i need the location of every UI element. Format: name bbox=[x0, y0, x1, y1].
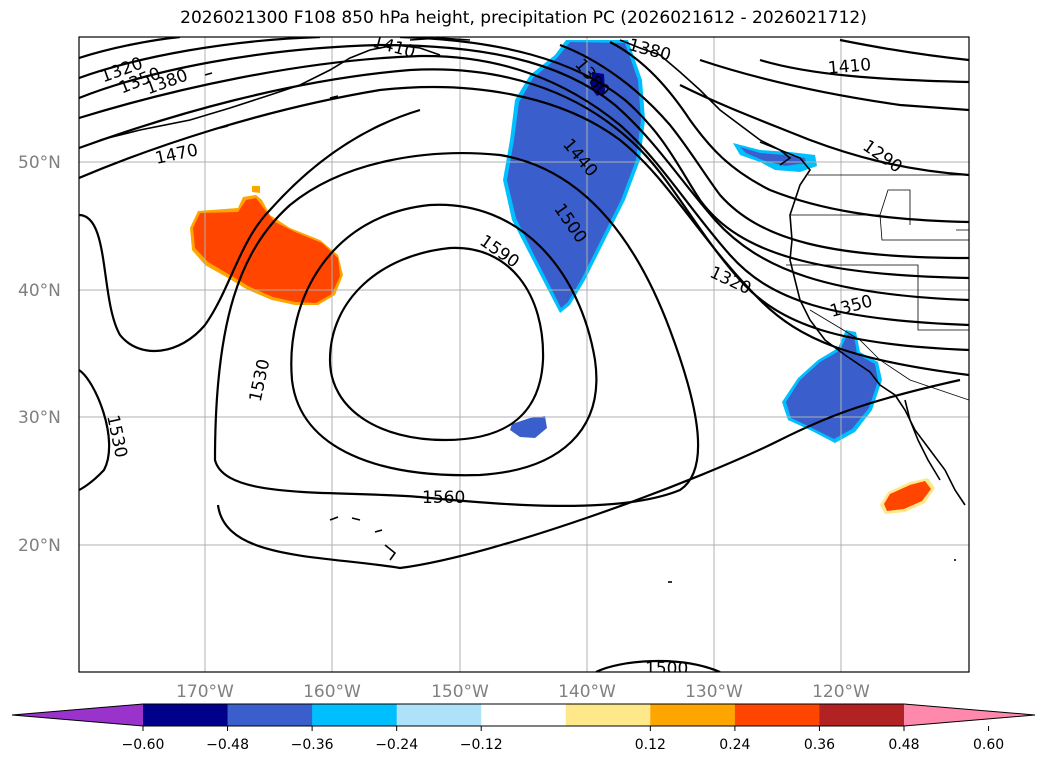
lat-label: 50°N bbox=[18, 153, 61, 173]
colorbar-segment bbox=[143, 704, 229, 726]
colorbar-segment bbox=[819, 704, 905, 726]
colorbar-tick-label: 0.60 bbox=[973, 737, 1004, 753]
map-title: 2026021300 F108 850 hPa height, precipit… bbox=[180, 8, 867, 28]
colorbar-tick-label: −0.60 bbox=[122, 737, 165, 753]
colorbar-tick-label: 0.48 bbox=[888, 737, 919, 753]
colorbar-extend-low bbox=[12, 704, 143, 726]
gridlines bbox=[79, 37, 969, 672]
precip-shading bbox=[190, 40, 935, 514]
height-contours bbox=[79, 37, 969, 672]
latitude-labels: 50°N 40°N 30°N 20°N bbox=[18, 153, 61, 556]
lon-label: 120°W bbox=[812, 682, 870, 702]
lon-label: 130°W bbox=[685, 682, 743, 702]
longitude-labels: 170°W 160°W 150°W 140°W 130°W 120°W bbox=[176, 682, 870, 702]
precip-negative-small bbox=[510, 416, 547, 438]
contour-label: 1410 bbox=[827, 55, 872, 79]
contour-label: 1500 bbox=[645, 659, 688, 679]
colorbar-tick-label: 0.36 bbox=[804, 737, 835, 753]
colorbar-segment bbox=[650, 704, 736, 726]
colorbar-tick-label: −0.12 bbox=[460, 737, 503, 753]
lat-label: 30°N bbox=[18, 408, 61, 428]
colorbar-extend-high bbox=[904, 704, 1035, 726]
lat-label: 40°N bbox=[18, 281, 61, 301]
map-frame bbox=[78, 36, 970, 673]
lat-label: 20°N bbox=[18, 536, 61, 556]
lon-label: 160°W bbox=[303, 682, 361, 702]
lon-label: 150°W bbox=[431, 682, 489, 702]
colorbar-segment bbox=[312, 704, 398, 726]
colorbar-tick-label: 0.24 bbox=[719, 737, 750, 753]
lon-label: 170°W bbox=[176, 682, 234, 702]
colorbar-segment bbox=[734, 704, 820, 726]
colorbar: −0.60 −0.48 −0.36 −0.24 −0.12 0.12 0.24 0.36 0.4… bbox=[11, 703, 1036, 753]
colorbar-segment bbox=[396, 704, 482, 726]
colorbar-tick-label: −0.24 bbox=[375, 737, 418, 753]
colorbar-tick-label: −0.36 bbox=[291, 737, 334, 753]
colorbar-segment bbox=[565, 704, 651, 726]
lon-label: 140°W bbox=[558, 682, 616, 702]
contour-label: 1560 bbox=[422, 488, 465, 508]
colorbar-tick-label: 0.12 bbox=[635, 737, 666, 753]
colorbar-segment bbox=[481, 704, 567, 726]
colorbar-tick-label: −0.48 bbox=[206, 737, 249, 753]
colorbar-segment bbox=[227, 704, 313, 726]
